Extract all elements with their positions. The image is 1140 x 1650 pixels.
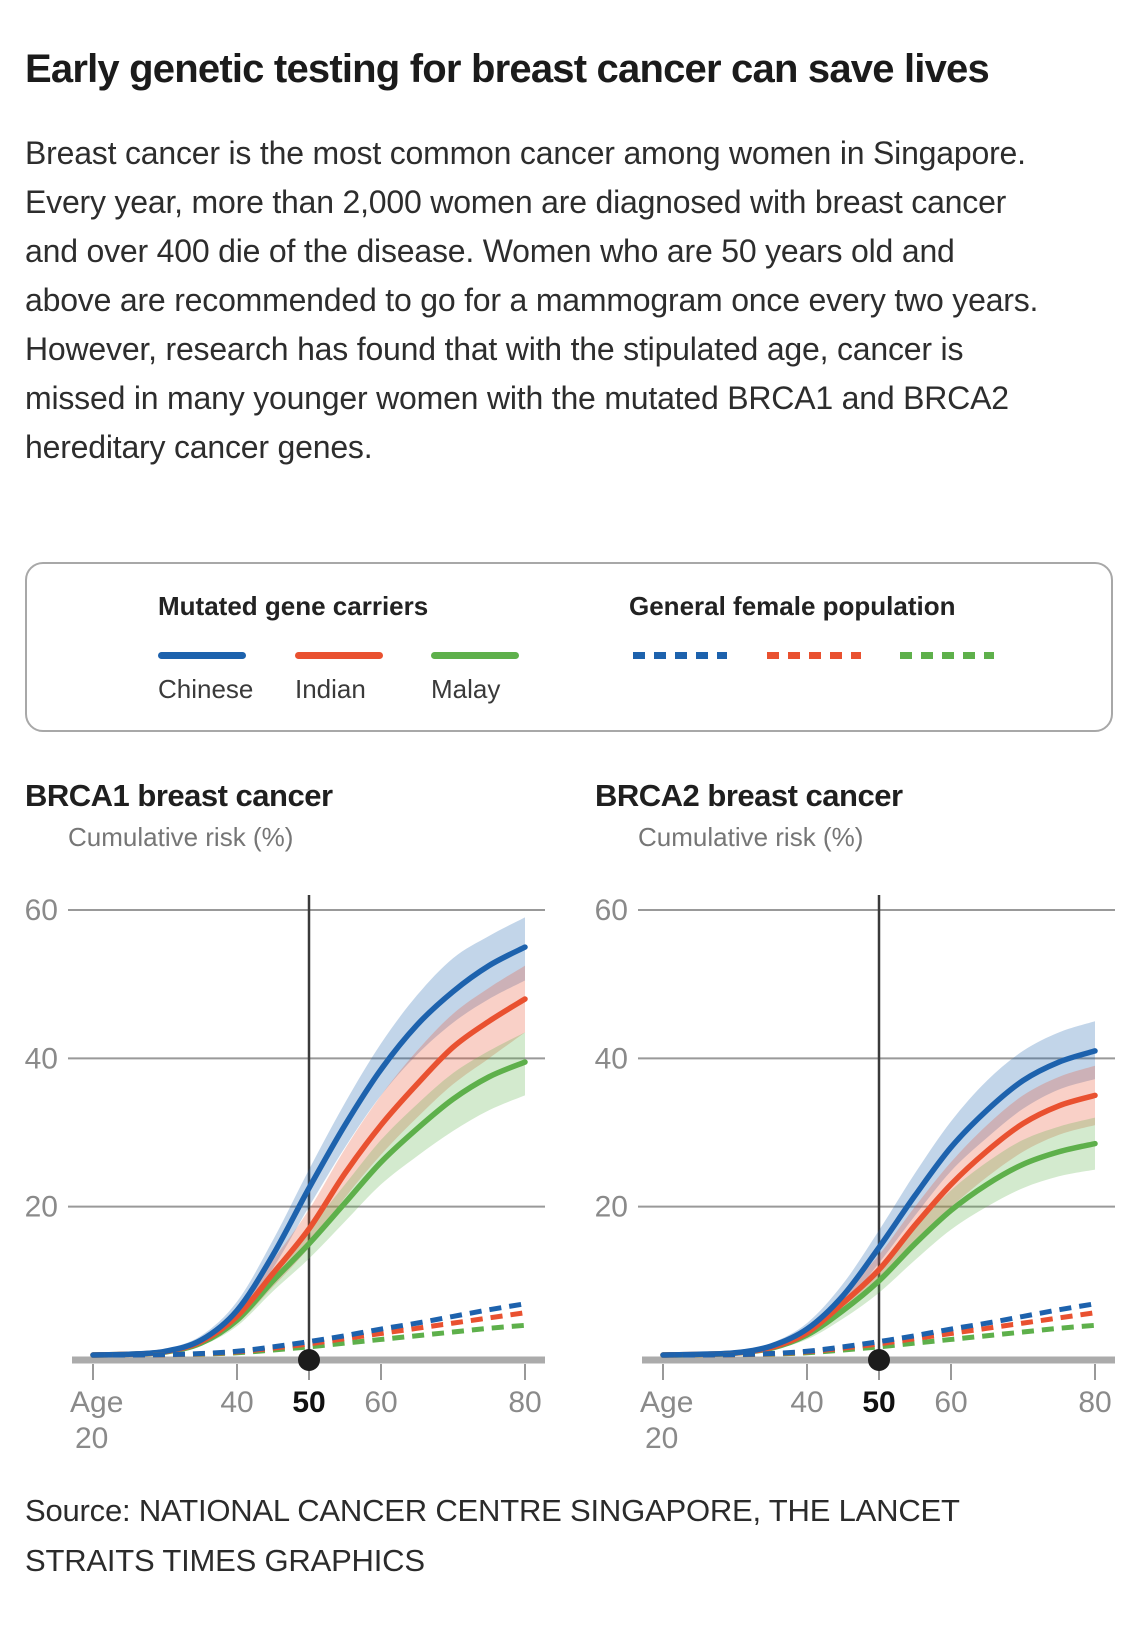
indian-carrier-line-swatch [295, 652, 383, 659]
brca1-chart: BRCA1 breast cancer Cumulative risk (%) 60… [0, 760, 570, 1460]
charts-row: BRCA1 breast cancer Cumulative risk (%) 60… [0, 760, 1140, 1460]
general-population-risk-line [92, 1322, 526, 1358]
chart-title: BRCA1 breast cancer [25, 778, 333, 813]
y-tick-label: 40 [595, 1042, 628, 1075]
confidence-band [663, 1117, 1095, 1355]
x-tick-label: 80 [1078, 1386, 1111, 1419]
confidence-band [663, 1021, 1095, 1355]
x-tick-label: 40 [790, 1386, 823, 1419]
confidence-band [93, 1032, 525, 1355]
confidence-band [663, 1065, 1095, 1355]
source-line-1: Source: NATIONAL CANCER CENTRE SINGAPORE… [25, 1493, 960, 1528]
y-tick-label: 20 [25, 1191, 58, 1224]
age-50-marker-dot [298, 1349, 320, 1371]
confidence-band [93, 965, 525, 1355]
intro-paragraph: Breast cancer is the most common cancer … [25, 135, 1039, 465]
y-tick-label: 60 [595, 894, 628, 927]
age-50-marker-dot [868, 1349, 890, 1371]
chart-title: BRCA2 breast cancer [595, 778, 903, 813]
legend-carriers-title: Mutated gene carriers [158, 591, 429, 621]
x-tick-label: 80 [508, 1386, 541, 1419]
x-tick-label: 60 [934, 1386, 967, 1419]
legend-general-title: General female population [629, 591, 956, 621]
chinese-general-dashed-swatch [633, 652, 727, 659]
brca1-chart-svg: BRCA1 breast cancer Cumulative risk (%) 60… [25, 778, 545, 1455]
malay-carrier-line-swatch [431, 652, 519, 659]
x-first-tick-label: 20 [645, 1422, 678, 1455]
x-tick-label: 40 [220, 1386, 253, 1419]
general-population-risk-line [92, 1301, 526, 1358]
x-axis-age-label: Age [640, 1386, 693, 1419]
y-tick-label: 20 [595, 1191, 628, 1224]
x-tick-label-highlight-50: 50 [862, 1386, 895, 1419]
general-population-risk-line [92, 1310, 526, 1358]
general-population-risk-line [662, 1301, 1096, 1358]
source-line-2: STRAITS TIMES GRAPHICS [25, 1543, 425, 1578]
brca2-chart-svg: BRCA2 breast cancer Cumulative risk (%) 60… [595, 778, 1115, 1455]
general-population-risk-line [662, 1310, 1096, 1358]
y-tick-label: 60 [25, 894, 58, 927]
page-title: Early genetic testing for breast cancer … [25, 46, 990, 91]
y-tick-label: 40 [25, 1042, 58, 1075]
source-credit: Source: NATIONAL CANCER CENTRE SINGAPORE… [25, 1486, 1105, 1586]
legend-label-indian: Indian [295, 674, 366, 704]
carrier-risk-line [90, 944, 528, 1358]
x-axis-age-label: Age [70, 1386, 123, 1419]
brca2-chart: BRCA2 breast cancer Cumulative risk (%) 60… [570, 760, 1140, 1460]
x-tick-label: 60 [364, 1386, 397, 1419]
carrier-risk-line [660, 1048, 1098, 1358]
y-axis-label: Cumulative risk (%) [638, 822, 863, 852]
indian-general-dashed-swatch [767, 652, 861, 659]
legend-label-chinese: Chinese [158, 674, 254, 704]
legend: Mutated gene carriers General female pop… [25, 562, 1113, 732]
general-population-risk-line [662, 1322, 1096, 1358]
x-first-tick-label: 20 [75, 1422, 108, 1455]
malay-general-dashed-swatch [900, 652, 994, 659]
y-axis-label: Cumulative risk (%) [68, 822, 293, 852]
chinese-carrier-line-swatch [158, 652, 246, 659]
x-tick-label-highlight-50: 50 [292, 1386, 325, 1419]
legend-label-malay: Malay [431, 674, 501, 704]
